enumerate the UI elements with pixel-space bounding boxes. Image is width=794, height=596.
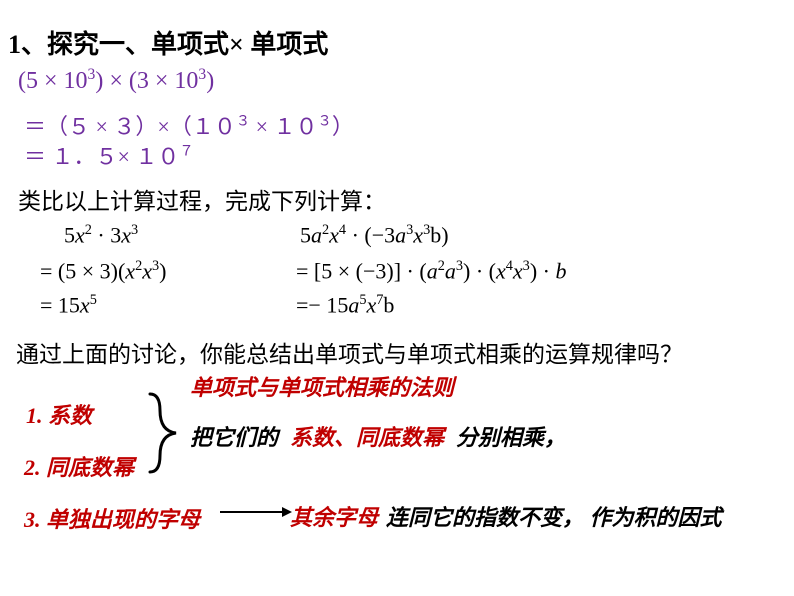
step-2: ＝ １．５× １０７ (24, 139, 194, 171)
rule-title: 单项式与单项式相乘的法则 (190, 370, 454, 402)
prompt-1: 类比以上计算过程，完成下列计算： (18, 182, 386, 216)
title-heading: 1、探究一、单项式× 单项式 (8, 24, 328, 61)
arrow-icon (220, 505, 292, 519)
step2-text: ＝ １．５× １０７ (24, 144, 194, 169)
rule-body-b: 系数、同底数幂 (290, 420, 444, 452)
question: 通过上面的讨论，你能总结出单项式与单项式相乘的运算规律吗？ (16, 335, 683, 369)
expression-1: (5 × 103) × (3 × 103) (18, 66, 214, 95)
note-1: 1. 系数 (26, 398, 92, 430)
step1-text: ＝（５ × ３）×（１０３ × １０３） (24, 114, 354, 139)
step-1: ＝（５ × ３）×（１０３ × １０３） (24, 109, 354, 141)
ex1-line2: = (5 × 3)(x2x3) (40, 258, 166, 284)
rule2-a: 其余字母 (290, 500, 378, 532)
rule-body-c: 分别相乘， (456, 420, 566, 452)
note-2: 2. 同底数幂 (24, 450, 134, 482)
expr1-text: (5 × 103) × (3 × 103) (18, 68, 214, 94)
rule2-b: 连同它的指数不变， 作为积的因式 (386, 500, 722, 532)
ex2-line1: 5a2x4 · (−3a3x3b) (300, 222, 449, 248)
ex1-line1: 5x2 · 3x3 (64, 222, 138, 248)
curly-bracket-icon (148, 392, 178, 474)
rule-body-a: 把它们的 (190, 420, 278, 452)
ex2-line2: = [5 × (−3)] · (a2a3) · (x4x3) · b (296, 258, 566, 284)
ex1-line3: = 15x5 (40, 292, 97, 318)
note-3: 3. 单独出现的字母 (24, 502, 200, 534)
ex2-line3: =− 15a5x7b (296, 292, 394, 318)
